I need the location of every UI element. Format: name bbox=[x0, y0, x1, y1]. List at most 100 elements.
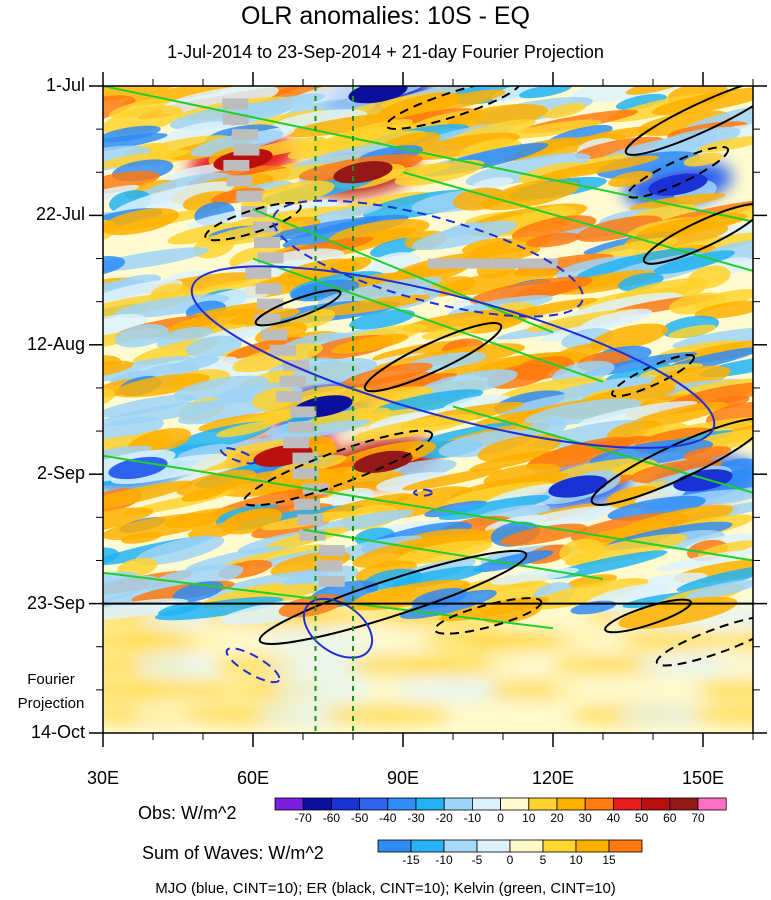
olr-texture-cell bbox=[518, 86, 572, 99]
waves-colorbar-swatch bbox=[575, 839, 610, 853]
waves-colorbar-label: Sum of Waves: W/m^2 bbox=[142, 843, 324, 863]
olr-texture-cell bbox=[103, 256, 126, 277]
mjo-contour-positive bbox=[190, 265, 716, 449]
olr-texture-cell bbox=[135, 535, 225, 566]
mjo-contour-negative bbox=[413, 488, 433, 497]
olr-texture-cell bbox=[437, 268, 558, 296]
x-tick-label: 60E bbox=[236, 768, 270, 788]
waves-colorbar-swatch bbox=[509, 839, 544, 853]
obs-colorbar-label: Obs: W/m^2 bbox=[138, 803, 237, 823]
er-contour-positive bbox=[363, 321, 503, 393]
projection-texture-cell bbox=[550, 655, 669, 676]
waves-colorbar-swatch bbox=[542, 839, 577, 853]
missing-data-block bbox=[233, 144, 260, 156]
olr-texture-cell bbox=[331, 119, 413, 143]
missing-data-block bbox=[223, 159, 250, 171]
olr-texture-cell bbox=[392, 565, 487, 588]
olr-texture-cell bbox=[371, 389, 484, 417]
projection-label: Fourier Projection bbox=[17, 671, 85, 712]
obs-colorbar-swatch bbox=[669, 797, 699, 811]
kelvin-contour bbox=[103, 86, 753, 223]
missing-data-block bbox=[318, 575, 345, 587]
obs-colorbar-swatch bbox=[302, 797, 332, 811]
olr-texture-cell bbox=[543, 102, 586, 119]
er-contour-negative bbox=[204, 201, 302, 242]
olr-texture-cell bbox=[103, 513, 219, 540]
projection-texture-cell bbox=[127, 679, 243, 700]
missing-data-block bbox=[241, 206, 268, 218]
er-contour-positive bbox=[254, 289, 342, 327]
olr-texture-cell bbox=[477, 434, 562, 463]
waves-colorbar-swatch bbox=[476, 839, 511, 853]
olr-texture-cell bbox=[651, 87, 753, 116]
missing-data-block bbox=[261, 329, 288, 341]
mjo-contour-negative bbox=[219, 446, 257, 465]
projection-texture-cell bbox=[467, 704, 589, 725]
projection-texture-cell bbox=[395, 679, 522, 700]
olr-texture-cell bbox=[302, 205, 383, 224]
projection-texture-cell bbox=[712, 655, 753, 676]
olr-texture-cell bbox=[394, 159, 485, 186]
kelvin-contour bbox=[452, 405, 753, 494]
olr-texture-cell bbox=[651, 126, 741, 155]
olr-texture-cell bbox=[402, 89, 506, 115]
missing-data-block bbox=[252, 221, 279, 233]
olr-texture-cell bbox=[271, 109, 368, 134]
olr-texture-cell bbox=[114, 323, 169, 348]
olr-texture-cell bbox=[103, 145, 152, 173]
olr-texture-cell bbox=[676, 566, 753, 592]
olr-texture-cell bbox=[536, 155, 660, 180]
obs-colorbar-swatch bbox=[697, 797, 727, 811]
olr-texture-cell bbox=[447, 103, 548, 131]
waves-colorbar-level-label: -5 bbox=[471, 853, 483, 867]
missing-data-block bbox=[316, 560, 343, 572]
olr-texture-cell bbox=[411, 220, 518, 251]
missing-data-block bbox=[318, 545, 345, 557]
missing-data-block bbox=[231, 129, 258, 141]
olr-texture-cell bbox=[401, 309, 521, 333]
projection-texture-cell bbox=[688, 704, 753, 725]
kelvin-contour bbox=[103, 571, 554, 630]
olr-texture-cell bbox=[491, 86, 560, 102]
obs-colorbar-swatch bbox=[584, 797, 614, 811]
obs-colorbar-level-label: 70 bbox=[691, 811, 705, 825]
er-contour-negative bbox=[385, 86, 521, 130]
olr-texture-cell bbox=[103, 133, 168, 156]
kelvin-contour bbox=[252, 208, 554, 334]
olr-texture-cell bbox=[574, 136, 665, 160]
missing-data-block bbox=[279, 375, 306, 387]
missing-data-block bbox=[297, 514, 324, 526]
missing-data-block bbox=[236, 190, 263, 202]
obs-colorbar-level-label: -50 bbox=[350, 811, 369, 825]
x-tick-label: 150E bbox=[681, 768, 725, 788]
waves-colorbar-swatch bbox=[443, 839, 478, 853]
olr-texture-cell bbox=[481, 599, 543, 624]
waves-colorbar-level-label: -15 bbox=[402, 853, 420, 867]
olr-texture-cell bbox=[686, 579, 753, 600]
missing-data-block bbox=[222, 113, 249, 125]
olr-texture-cell bbox=[438, 429, 533, 458]
obs-colorbar-swatch bbox=[641, 797, 671, 811]
olr-texture-cell bbox=[657, 549, 753, 572]
missing-data-block bbox=[292, 468, 319, 480]
olr-texture-cell bbox=[376, 472, 453, 492]
er-contour-positive bbox=[624, 86, 753, 156]
olr-texture-cell bbox=[637, 110, 730, 136]
olr-texture-cell bbox=[473, 177, 514, 190]
waves-colorbar-swatch bbox=[608, 839, 643, 853]
er-contour-positive bbox=[258, 549, 528, 645]
olr-texture-cell bbox=[525, 578, 649, 610]
missing-data-block bbox=[294, 498, 321, 510]
olr-anomaly-core bbox=[333, 161, 393, 184]
overlay-legend: MJO (blue, CINT=10); ER (black, CINT=10)… bbox=[155, 880, 616, 897]
plot-frame bbox=[102, 85, 754, 734]
obs-colorbar-level-label: -10 bbox=[463, 811, 482, 825]
olr-texture-cell bbox=[241, 180, 335, 210]
missing-data-block bbox=[292, 452, 319, 464]
olr-texture-cell bbox=[413, 369, 518, 400]
olr-texture-cell bbox=[473, 550, 554, 573]
er-contour-negative bbox=[433, 597, 543, 635]
er-contour-negative bbox=[626, 145, 730, 199]
missing-data-block bbox=[269, 344, 296, 356]
